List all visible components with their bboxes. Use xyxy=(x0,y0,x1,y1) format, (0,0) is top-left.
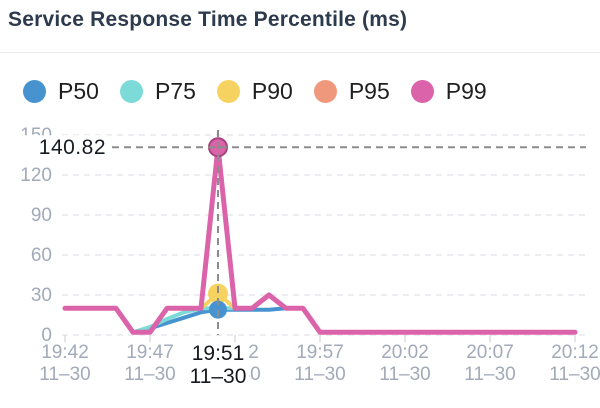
annotation-label: 140.82 xyxy=(39,136,106,159)
legend-label: P50 xyxy=(58,78,99,104)
legend-dot-p50 xyxy=(23,80,46,103)
legend-label: P90 xyxy=(251,78,293,104)
legend-label: P95 xyxy=(348,78,390,104)
svg-text:20:12: 20:12 xyxy=(551,342,599,363)
y-axis-label: 30 xyxy=(31,285,52,306)
legend-label: P99 xyxy=(445,78,487,104)
svg-text:11–30: 11–30 xyxy=(190,365,247,388)
annotation-bg xyxy=(14,135,108,160)
legend-item-p75[interactable]: P75 xyxy=(119,78,196,105)
legend-label: P75 xyxy=(154,78,196,104)
svg-text:11–30: 11–30 xyxy=(294,364,345,385)
y-axis-label: 0 xyxy=(41,325,52,346)
svg-text:20:07: 20:07 xyxy=(466,342,514,363)
legend-dot-p95 xyxy=(313,80,337,103)
series-line-p75[interactable] xyxy=(63,293,577,335)
svg-text:11–30: 11–30 xyxy=(124,364,175,385)
page-title: Service Response Time Percentile (ms) xyxy=(8,8,408,31)
y-axis-label: 120 xyxy=(20,165,52,186)
svg-text:19:47: 19:47 xyxy=(126,342,174,363)
legend-dot-p75 xyxy=(119,80,143,103)
svg-text:11–30: 11–30 xyxy=(549,364,600,385)
svg-text:19:42: 19:42 xyxy=(41,342,89,363)
legend-item-p50[interactable]: P50 xyxy=(23,78,99,105)
svg-text:19:57: 19:57 xyxy=(296,342,344,363)
y-axis-label: 60 xyxy=(31,245,52,266)
legend-dot-p99 xyxy=(410,80,434,103)
svg-text:20:02: 20:02 xyxy=(381,342,429,363)
series-line-p90[interactable] xyxy=(63,291,577,335)
legend-dot-p90 xyxy=(216,80,240,103)
legend-item-p90[interactable]: P90 xyxy=(216,78,293,105)
series-line-p99[interactable] xyxy=(62,144,578,335)
marker-p50[interactable] xyxy=(209,300,227,319)
marker-p90[interactable] xyxy=(208,283,228,304)
svg-text:19:51: 19:51 xyxy=(192,342,245,365)
svg-text:11–30: 11–30 xyxy=(39,364,90,385)
svg-text:11–30: 11–30 xyxy=(379,364,430,385)
svg-text:11–30: 11–30 xyxy=(464,364,515,385)
legend-item-p95[interactable]: P95 xyxy=(313,78,390,105)
legend: P50 P75 P90 P95 P99 xyxy=(23,78,487,105)
y-axis-label: 90 xyxy=(31,205,52,226)
legend-item-p99[interactable]: P99 xyxy=(410,78,487,105)
divider xyxy=(0,52,600,53)
